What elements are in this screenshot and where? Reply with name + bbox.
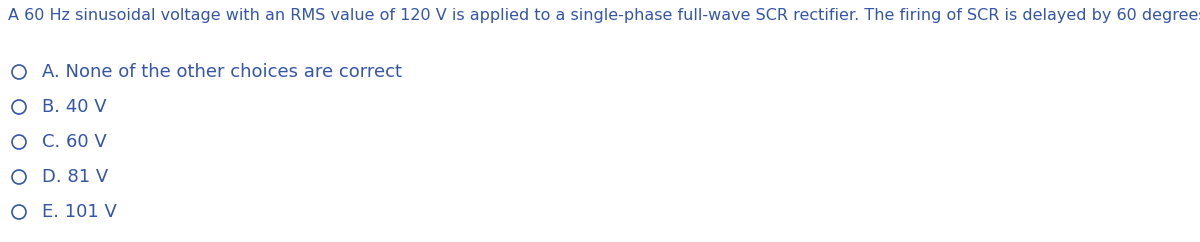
- Text: D. 81 V: D. 81 V: [42, 168, 108, 186]
- Text: E. 101 V: E. 101 V: [42, 203, 116, 221]
- Text: A. None of the other choices are correct: A. None of the other choices are correct: [42, 63, 402, 81]
- Text: C. 60 V: C. 60 V: [42, 133, 107, 151]
- Text: A 60 Hz sinusoidal voltage with an RMS value of 120 V is applied to a single-pha: A 60 Hz sinusoidal voltage with an RMS v…: [8, 8, 1200, 23]
- Text: B. 40 V: B. 40 V: [42, 98, 107, 116]
